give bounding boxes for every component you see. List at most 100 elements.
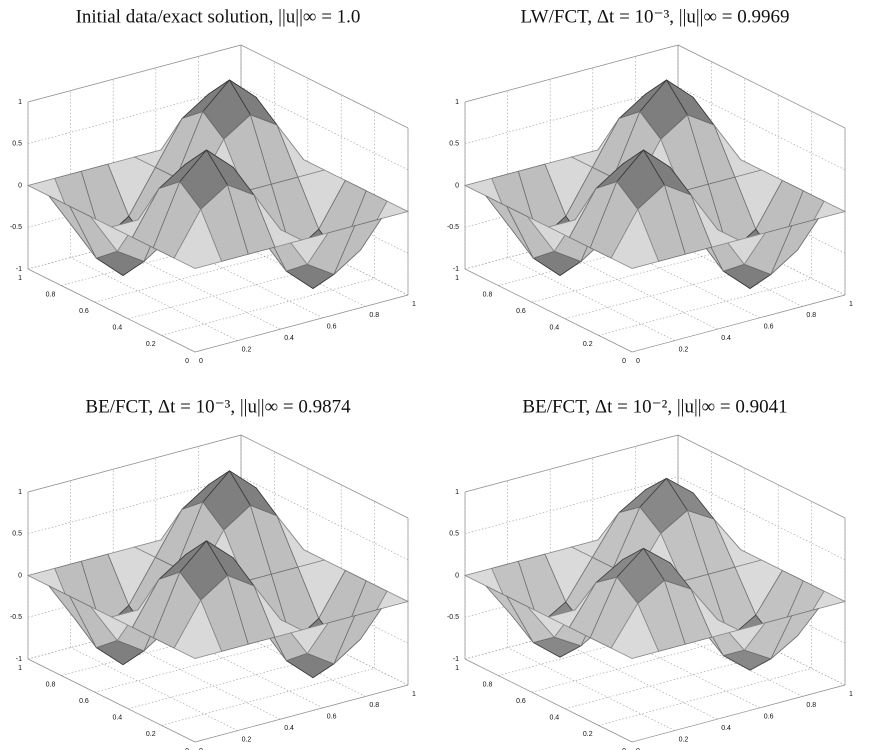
x-tick-label: 1 bbox=[849, 691, 853, 698]
chart-title: Initial data/exact solution, ||u||∞ = 1.… bbox=[76, 6, 361, 27]
grid-line bbox=[240, 86, 409, 171]
z-tick-label: 1 bbox=[18, 99, 22, 106]
y-tick-label: 0 bbox=[185, 358, 189, 365]
y-tick-label: 0.8 bbox=[46, 291, 56, 298]
surface-patch bbox=[610, 208, 660, 269]
y-tick-label: 0.2 bbox=[146, 341, 156, 348]
z-tick-label: -1 bbox=[453, 656, 459, 663]
surface-patch bbox=[610, 602, 660, 659]
y-tick-label: 0.2 bbox=[146, 731, 156, 738]
z-tick-label: 1 bbox=[455, 99, 459, 106]
y-tick-label: 1 bbox=[18, 275, 22, 282]
chart-title: BE/FCT, Δt = 10⁻², ||u||∞ = 0.9041 bbox=[522, 396, 787, 417]
z-tick-label: -0.5 bbox=[447, 614, 459, 621]
y-tick-label: 0.6 bbox=[516, 698, 526, 705]
z-tick-label: 0.5 bbox=[12, 141, 22, 148]
grid-line bbox=[550, 635, 718, 720]
axis-edge bbox=[194, 684, 409, 743]
x-tick-label: 0.6 bbox=[327, 714, 337, 721]
panel: 0 0.2 0.4 0.6 0.8 1 0 0.2 0.4 0.6 0.8 1 -1 -0.5 0 0.5 1 I… bbox=[10, 6, 416, 364]
y-tick-label: 0.8 bbox=[483, 291, 493, 298]
axis-edge bbox=[27, 434, 242, 493]
y-tick-label: 1 bbox=[455, 665, 459, 672]
grid-line bbox=[464, 268, 633, 353]
x-tick-label: 0.4 bbox=[721, 335, 731, 342]
panel: 0 0.2 0.4 0.6 0.8 1 0 0.2 0.4 0.6 0.8 1 -1 -0.5 0 0.5 1 L… bbox=[447, 6, 853, 364]
chart-title: BE/FCT, Δt = 10⁻³, ||u||∞ = 0.9874 bbox=[85, 396, 351, 417]
panel: 0 0.2 0.4 0.6 0.8 1 0 0.2 0.4 0.6 0.8 1 -1 -0.5 0 0.5 1 B… bbox=[10, 396, 416, 750]
x-tick-label: 0.2 bbox=[242, 346, 252, 353]
grid-line bbox=[70, 257, 238, 341]
grid-line bbox=[598, 278, 812, 336]
y-tick-label: 1 bbox=[455, 275, 459, 282]
x-tick-label: 0.8 bbox=[369, 702, 379, 709]
chart-title: LW/FCT, Δt = 10⁻³, ||u||∞ = 0.9969 bbox=[520, 6, 789, 27]
y-tick-label: 0.4 bbox=[112, 715, 122, 722]
grid-line bbox=[240, 434, 409, 519]
y-tick-label: 0.2 bbox=[583, 341, 593, 348]
axis-edge bbox=[631, 294, 846, 353]
x-tick-label: 1 bbox=[412, 691, 416, 698]
y-tick-label: 0.4 bbox=[112, 325, 122, 332]
surface-patch bbox=[173, 599, 223, 659]
grid-line bbox=[27, 658, 196, 743]
grid-line bbox=[507, 257, 675, 341]
x-tick-label: 0.4 bbox=[284, 725, 294, 732]
z-tick-label: 0.5 bbox=[12, 531, 22, 538]
x-tick-label: 0.8 bbox=[369, 312, 379, 319]
z-tick-label: -0.5 bbox=[447, 224, 459, 231]
grid-line bbox=[677, 476, 846, 561]
x-tick-label: 0.2 bbox=[679, 736, 689, 743]
y-tick-label: 0.2 bbox=[583, 731, 593, 738]
x-tick-label: 0 bbox=[636, 358, 640, 365]
x-tick-label: 0 bbox=[199, 748, 203, 750]
grid-line bbox=[677, 44, 846, 129]
x-tick-label: 0.2 bbox=[242, 736, 252, 743]
y-tick-label: 0.6 bbox=[79, 308, 89, 315]
z-tick-label: 0 bbox=[18, 572, 22, 579]
grid-line bbox=[161, 278, 375, 336]
y-tick-label: 0.4 bbox=[549, 715, 559, 722]
x-tick-label: 0.4 bbox=[284, 335, 294, 342]
grid-line bbox=[27, 268, 196, 353]
z-tick-label: 0.5 bbox=[449, 141, 459, 148]
z-tick-label: 0 bbox=[455, 182, 459, 189]
x-tick-label: 0.6 bbox=[764, 714, 774, 721]
x-tick-label: 0 bbox=[636, 748, 640, 750]
y-tick-label: 0.8 bbox=[483, 681, 493, 688]
y-tick-label: 0.6 bbox=[79, 698, 89, 705]
y-tick-label: 1 bbox=[18, 665, 22, 672]
surface-patch bbox=[173, 208, 223, 269]
y-tick-label: 0.4 bbox=[549, 325, 559, 332]
x-tick-label: 1 bbox=[412, 301, 416, 308]
y-tick-label: 0.8 bbox=[46, 681, 56, 688]
axis-edge bbox=[464, 44, 679, 103]
z-tick-label: 0.5 bbox=[449, 531, 459, 538]
grid-line bbox=[161, 668, 375, 726]
x-tick-label: 0.8 bbox=[806, 702, 816, 709]
grid-line bbox=[677, 434, 846, 519]
grid-line bbox=[677, 86, 846, 171]
x-tick-label: 0.6 bbox=[764, 324, 774, 331]
z-tick-label: -0.5 bbox=[10, 224, 22, 231]
x-tick-label: 1 bbox=[849, 301, 853, 308]
x-tick-label: 0.8 bbox=[806, 312, 816, 319]
y-tick-label: 0 bbox=[622, 748, 626, 750]
axis-edge bbox=[27, 44, 242, 103]
grid-line bbox=[70, 647, 238, 731]
axis-edge bbox=[194, 294, 409, 353]
z-tick-label: 1 bbox=[18, 489, 22, 496]
x-tick-label: 0.6 bbox=[327, 324, 337, 331]
z-tick-label: -1 bbox=[453, 266, 459, 273]
z-tick-label: 0 bbox=[18, 182, 22, 189]
z-tick-label: 1 bbox=[455, 489, 459, 496]
axis-edge bbox=[464, 434, 679, 493]
z-tick-label: -1 bbox=[16, 656, 22, 663]
x-tick-label: 0.2 bbox=[679, 346, 689, 353]
z-tick-label: -0.5 bbox=[10, 614, 22, 621]
grid-line bbox=[240, 476, 409, 561]
x-tick-label: 0 bbox=[199, 358, 203, 365]
axis-edge bbox=[631, 684, 846, 743]
z-tick-label: -1 bbox=[16, 266, 22, 273]
